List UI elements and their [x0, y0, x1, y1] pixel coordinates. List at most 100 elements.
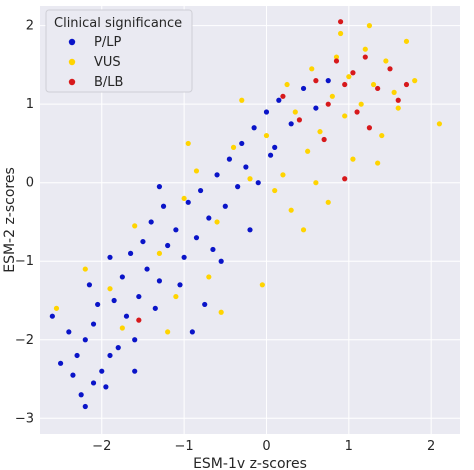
legend: Clinical significance P/LP VUS B/LB: [45, 9, 193, 93]
data-point: [358, 101, 364, 107]
tick-labels: −2 −1 0 1 2 −3 −2 −1 0 1 2: [15, 19, 435, 454]
data-point: [107, 286, 113, 292]
data-point: [251, 125, 257, 131]
data-point: [132, 223, 138, 229]
data-point: [132, 337, 138, 343]
data-point: [288, 121, 294, 127]
data-point: [99, 368, 105, 374]
y-tick-label: 0: [26, 176, 34, 191]
data-point: [206, 274, 212, 280]
data-point: [243, 164, 249, 170]
data-point: [350, 70, 356, 76]
data-point: [177, 282, 183, 288]
data-point: [165, 329, 171, 335]
data-point: [325, 199, 331, 205]
data-point: [280, 172, 286, 178]
x-tick-label: −1: [175, 439, 194, 454]
data-point: [263, 109, 270, 115]
data-point: [342, 81, 348, 88]
data-point: [313, 78, 319, 84]
data-point: [202, 301, 208, 308]
data-point: [284, 81, 290, 88]
data-point: [193, 168, 200, 174]
data-point: [226, 156, 233, 162]
data-point: [136, 293, 142, 300]
data-point: [313, 105, 319, 111]
data-point: [362, 54, 368, 60]
data-point: [82, 266, 88, 272]
legend-title: Clinical significance: [54, 16, 182, 31]
data-point: [107, 254, 113, 260]
data-point: [160, 203, 167, 209]
data-point: [436, 121, 443, 127]
x-tick-label: −2: [92, 439, 111, 454]
data-point: [337, 30, 344, 37]
data-point: [152, 305, 158, 311]
data-point: [127, 250, 134, 256]
data-point: [276, 97, 282, 103]
data-point: [107, 352, 113, 359]
data-point: [119, 325, 125, 331]
data-point: [90, 380, 97, 386]
y-tick-label: 2: [26, 19, 34, 34]
data-point: [74, 352, 80, 359]
data-point: [366, 125, 373, 131]
legend-marker: [68, 78, 76, 86]
data-point: [412, 78, 418, 84]
data-point: [90, 321, 97, 327]
data-point: [230, 144, 237, 150]
data-point: [375, 85, 381, 92]
legend-marker: [68, 38, 76, 46]
data-point: [148, 219, 154, 225]
data-point: [362, 46, 368, 52]
series-b-lb: [136, 19, 410, 323]
data-point: [255, 180, 261, 186]
data-point: [309, 66, 315, 72]
data-point: [95, 301, 101, 308]
legend-box: [45, 9, 193, 93]
data-point: [214, 172, 220, 178]
data-point: [247, 227, 253, 233]
data-point: [366, 23, 373, 29]
legend-entry-label: P/LP: [94, 35, 121, 50]
y-tick-label: 1: [26, 97, 34, 112]
x-tick-label: 1: [345, 439, 353, 454]
data-point: [387, 66, 393, 72]
data-point: [305, 148, 311, 154]
data-point: [156, 250, 163, 256]
data-point: [156, 278, 163, 284]
y-axis-label: ESM-2 z-scores: [2, 167, 18, 273]
data-point: [78, 392, 84, 398]
legend-entries: P/LP VUS B/LB: [68, 35, 123, 90]
data-point: [214, 219, 220, 225]
data-point: [66, 329, 72, 335]
data-point: [197, 187, 204, 194]
grid-lines: [40, 6, 460, 434]
legend-entry-label: B/LB: [94, 75, 123, 90]
data-point: [325, 101, 331, 107]
data-point: [140, 238, 146, 245]
data-point: [259, 282, 265, 288]
data-point: [370, 81, 377, 88]
legend-marker: [68, 58, 76, 66]
data-point: [337, 19, 344, 25]
data-point: [53, 305, 60, 311]
data-point: [292, 109, 298, 115]
x-axis-label: ESM-1v z-scores: [193, 456, 307, 470]
data-point: [189, 329, 195, 335]
data-point: [383, 58, 389, 64]
data-point: [321, 136, 327, 143]
data-point: [296, 117, 303, 123]
data-point: [218, 258, 224, 264]
y-tick-label: −1: [15, 254, 34, 269]
data-point: [181, 195, 187, 202]
data-point: [350, 156, 356, 162]
data-point: [210, 246, 216, 253]
data-point: [111, 297, 117, 304]
data-point: [185, 199, 191, 205]
data-point: [86, 282, 93, 288]
data-point: [375, 160, 381, 166]
data-point: [272, 187, 278, 194]
data-point: [395, 97, 401, 103]
